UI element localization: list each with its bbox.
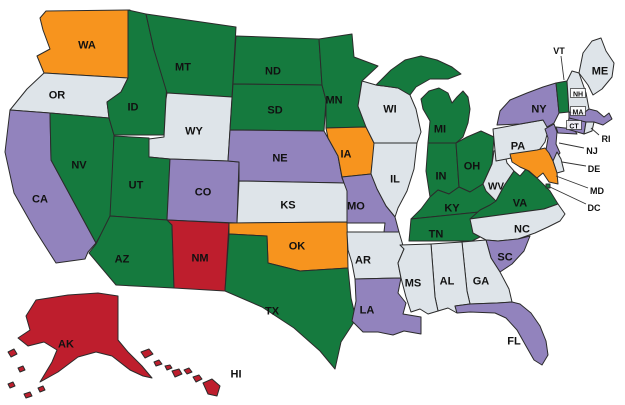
state-va bbox=[469, 168, 559, 220]
state-label-vt: VT bbox=[553, 46, 565, 56]
state-label-mt: MT bbox=[175, 62, 191, 74]
state-label-nc: NC bbox=[514, 224, 530, 236]
state-ak bbox=[17, 292, 153, 383]
state-label-ga: GA bbox=[473, 276, 490, 288]
state-la bbox=[351, 277, 422, 336]
hawaii-island bbox=[192, 374, 203, 383]
state-label-ca: CA bbox=[32, 194, 48, 206]
state-label-pa: PA bbox=[511, 141, 526, 153]
alaska-island bbox=[7, 348, 18, 358]
state-label-ms: MS bbox=[405, 278, 422, 290]
state-sd bbox=[229, 83, 327, 132]
state-label-nj: NJ bbox=[586, 146, 598, 156]
state-label-de: DE bbox=[588, 164, 601, 174]
hawaii-island bbox=[183, 367, 193, 375]
alaska-island bbox=[37, 385, 46, 393]
callout-box-ct bbox=[566, 120, 582, 130]
hawaii-island bbox=[164, 364, 173, 371]
state-label-ut: UT bbox=[129, 180, 144, 192]
leader-line-dc bbox=[549, 186, 587, 205]
alaska-island bbox=[23, 391, 33, 399]
state-fl bbox=[454, 301, 549, 366]
state-label-mn: MN bbox=[325, 95, 342, 107]
state-label-tn: TN bbox=[429, 229, 444, 241]
leader-line-vt bbox=[560, 55, 565, 81]
alaska-island bbox=[17, 365, 26, 373]
state-label-wa: WA bbox=[78, 40, 96, 52]
state-wi bbox=[357, 80, 422, 144]
state-label-al: AL bbox=[440, 276, 455, 288]
state-label-nm: NM bbox=[191, 253, 208, 265]
state-dc bbox=[545, 183, 551, 189]
state-label-nd: ND bbox=[265, 66, 281, 78]
state-label-ks: KS bbox=[280, 200, 295, 212]
state-ms bbox=[397, 243, 439, 315]
state-me bbox=[578, 37, 615, 96]
state-label-sc: SC bbox=[497, 252, 512, 264]
state-label-ar: AR bbox=[355, 255, 371, 267]
callout-box-nh bbox=[570, 88, 586, 98]
state-label-fl: FL bbox=[507, 336, 521, 348]
state-label-ne: NE bbox=[272, 153, 287, 165]
state-tx bbox=[224, 233, 357, 370]
state-label-me: ME bbox=[592, 66, 609, 78]
state-label-ct: CT bbox=[569, 123, 579, 130]
state-label-az: AZ bbox=[115, 254, 130, 266]
state-label-oh: OH bbox=[464, 161, 481, 173]
leader-lines bbox=[549, 55, 600, 205]
state-label-mi: MI bbox=[434, 124, 446, 136]
leader-line-nj bbox=[558, 142, 585, 149]
state-nj bbox=[544, 123, 561, 162]
hawaii-island bbox=[202, 378, 221, 397]
hawaii-island bbox=[153, 359, 163, 367]
state-label-ma: MA bbox=[573, 109, 584, 116]
state-md bbox=[509, 147, 559, 185]
state-label-or: OR bbox=[49, 90, 66, 102]
state-label-ak: AK bbox=[58, 339, 74, 351]
state-label-il: IL bbox=[390, 174, 400, 186]
state-label-nh: NH bbox=[573, 91, 583, 98]
state-label-hi: HI bbox=[231, 369, 242, 381]
state-ny bbox=[496, 82, 560, 128]
state-label-ky: KY bbox=[444, 203, 460, 215]
state-label-in: IN bbox=[436, 171, 447, 183]
state-label-nv: NV bbox=[71, 160, 87, 172]
state-label-la: LA bbox=[360, 305, 375, 317]
state-ri bbox=[583, 121, 595, 135]
leader-line-ri bbox=[590, 127, 600, 136]
leader-line-md bbox=[555, 175, 589, 189]
hawaii-island bbox=[140, 348, 154, 359]
leader-line-de bbox=[561, 161, 587, 167]
state-mi bbox=[420, 87, 471, 144]
state-label-mo: MO bbox=[347, 201, 365, 213]
state-nc bbox=[469, 203, 566, 242]
state-label-wi: WI bbox=[383, 104, 396, 116]
state-label-md: MD bbox=[590, 186, 604, 196]
state-labels: WA OR CA NV ID MT WY UT CO AZ NM TX ND SD NE KS OK MN IA MO… bbox=[32, 40, 610, 381]
state-wv bbox=[482, 146, 515, 202]
state-label-va: VA bbox=[513, 198, 528, 210]
state-label-ia: IA bbox=[341, 149, 352, 161]
state-label-ny: NY bbox=[531, 104, 547, 116]
state-label-ri: RI bbox=[602, 134, 611, 144]
state-nm bbox=[166, 219, 230, 292]
callout-box-ma bbox=[570, 106, 586, 116]
state-label-tx: TX bbox=[265, 306, 280, 318]
state-mi-upper-peninsula bbox=[375, 55, 462, 96]
state-label-sd: SD bbox=[267, 105, 282, 117]
state-label-ok: OK bbox=[289, 241, 306, 253]
state-label-id: ID bbox=[128, 102, 139, 114]
state-label-wv: WV bbox=[488, 181, 504, 192]
alaska-island bbox=[7, 381, 16, 389]
state-label-wy: WY bbox=[185, 126, 203, 138]
state-label-dc: DC bbox=[588, 203, 601, 213]
hawaii-island bbox=[171, 368, 183, 378]
state-label-co: CO bbox=[195, 187, 212, 199]
